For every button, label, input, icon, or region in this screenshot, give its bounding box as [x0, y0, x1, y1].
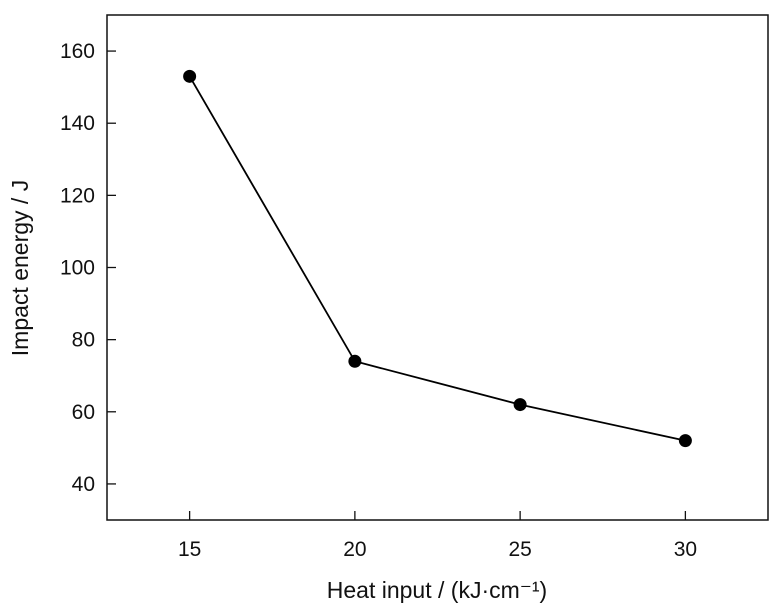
data-point [183, 69, 197, 83]
y-tick-label: 100 [60, 257, 95, 280]
series-line [188, 75, 686, 442]
data-point [678, 434, 692, 448]
x-axis-label: Heat input / (kJ·cm⁻¹) [327, 577, 547, 603]
data-point [513, 398, 527, 412]
x-tick-label: 30 [674, 538, 697, 561]
y-axis-label: Impact energy / J [7, 180, 33, 356]
y-tick-label: 80 [72, 329, 95, 352]
y-tick-label: 60 [72, 401, 95, 424]
y-tick-label: 160 [60, 40, 95, 63]
y-tick-label: 120 [60, 184, 95, 207]
y-tick-label: 140 [60, 112, 95, 135]
x-tick-label: 25 [508, 538, 531, 561]
x-tick-label: 20 [343, 538, 366, 561]
data-point [348, 354, 362, 368]
plot-frame [106, 14, 769, 521]
x-tick-label: 15 [178, 538, 201, 561]
y-tick-label: 40 [72, 473, 95, 496]
